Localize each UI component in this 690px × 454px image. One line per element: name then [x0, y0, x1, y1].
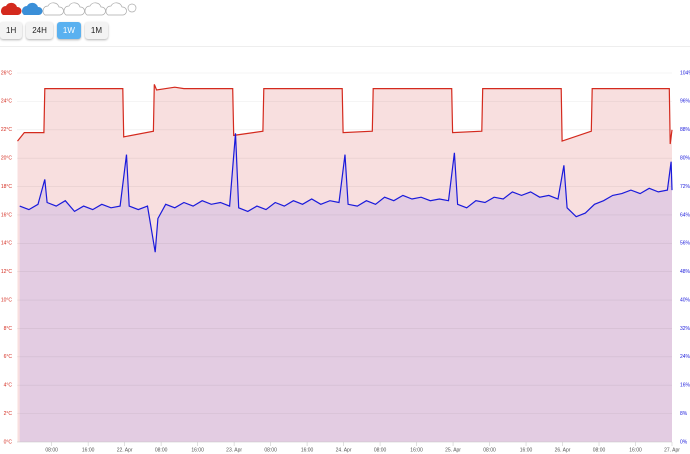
x-tick-label: 16:00: [301, 447, 314, 453]
icon-voc[interactable]: [63, 2, 85, 16]
y-tick-label: 0°C: [4, 439, 13, 445]
y2-tick-label: 8%: [680, 411, 688, 417]
y-tick-label: 2°C: [4, 411, 13, 417]
x-tick-label: 08:00: [374, 447, 387, 453]
y2-tick-label: 24%: [680, 354, 690, 360]
icon-pm[interactable]: [84, 2, 106, 16]
x-tick-label: 08:00: [264, 447, 277, 453]
range-button[interactable]: 24H: [26, 22, 53, 39]
x-tick-label: 16:00: [629, 447, 642, 453]
y2-tick-label: 88%: [680, 127, 690, 133]
y2-tick-label: 56%: [680, 241, 690, 247]
x-tick-label: 25. Apr: [445, 447, 461, 453]
icon-co[interactable]: [105, 2, 127, 16]
y-tick-label: 10°C: [1, 297, 13, 303]
y2-tick-label: 40%: [680, 297, 690, 303]
x-tick-label: 16:00: [191, 447, 204, 453]
y2-tick-label: 16%: [680, 383, 690, 389]
x-tick-label: 26. Apr: [555, 447, 571, 453]
y2-tick-label: 80%: [680, 155, 690, 161]
x-tick-label: 16:00: [82, 447, 95, 453]
area: [19, 133, 672, 443]
y-tick-label: 6°C: [4, 354, 13, 360]
x-tick-label: 27. Apr: [664, 447, 680, 453]
icon-humidity[interactable]: [22, 2, 43, 16]
range-button[interactable]: 1M: [84, 22, 109, 39]
x-tick-label: 16:00: [410, 447, 423, 453]
y-tick-label: 4°C: [4, 383, 13, 389]
y2-tick-label: 104%: [680, 70, 690, 76]
y-tick-label: 22°C: [1, 127, 13, 133]
line: [17, 84, 673, 145]
separator: [0, 46, 690, 47]
y-tick-label: 14°C: [1, 241, 13, 247]
y-tick-label: 20°C: [1, 155, 13, 161]
icon-co2[interactable]: [42, 2, 64, 16]
y2-tick-label: 0%: [680, 439, 688, 445]
y-tick-label: 8°C: [4, 326, 13, 332]
y2-tick-label: 48%: [680, 269, 690, 275]
y2-tick-label: 96%: [680, 99, 690, 105]
x-tick-label: 16:00: [520, 447, 533, 453]
y-tick-label: 26°C: [1, 70, 13, 76]
line: [19, 133, 673, 253]
y-tick-label: 24°C: [1, 99, 13, 105]
y-tick-label: 18°C: [1, 184, 13, 190]
range-button[interactable]: 1H: [0, 22, 23, 39]
x-tick-label: 08:00: [155, 447, 168, 453]
x-tick-label: 23. Apr: [226, 447, 242, 453]
range-toolbar: 1H 24H 1W 1M: [0, 22, 109, 39]
x-tick-label: 22. Apr: [117, 447, 133, 453]
x-tick-label: 08:00: [483, 447, 496, 453]
y2-tick-label: 72%: [680, 184, 690, 190]
y-tick-label: 12°C: [1, 269, 13, 275]
x-tick-label: 24. Apr: [336, 447, 352, 453]
y-tick-label: 16°C: [1, 212, 13, 218]
y2-tick-label: 64%: [680, 212, 690, 218]
x-tick-label: 08:00: [45, 447, 58, 453]
range-button[interactable]: 1W: [56, 22, 81, 39]
x-tick-label: 08:00: [593, 447, 606, 453]
y2-tick-label: 32%: [680, 326, 690, 332]
icon-light[interactable]: [127, 3, 137, 13]
icon-temperature[interactable]: [1, 2, 22, 15]
sensor-icons: [1, 2, 137, 16]
